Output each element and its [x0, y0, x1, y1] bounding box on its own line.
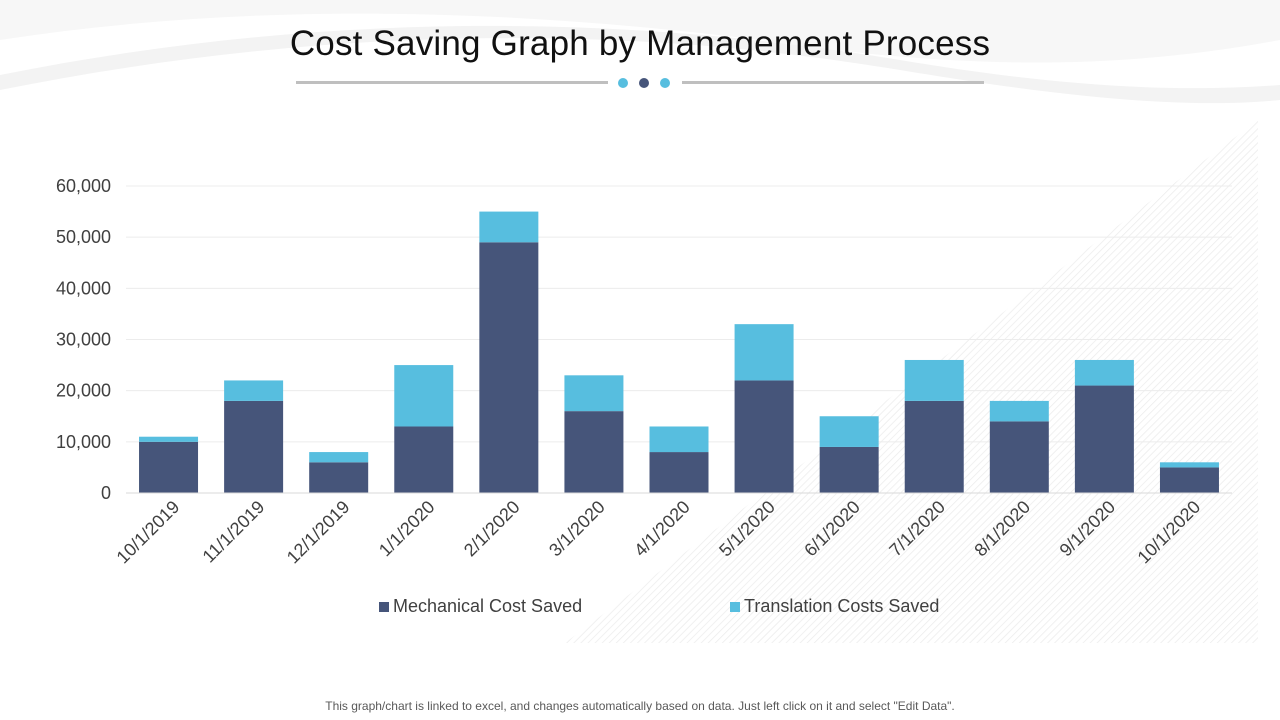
x-tick-label: 9/1/2020 [1056, 497, 1120, 561]
y-tick-label: 0 [101, 483, 111, 503]
bar-mechanical[interactable] [224, 400, 284, 493]
x-tick-label: 6/1/2020 [800, 497, 864, 561]
x-tick-label: 1/1/2020 [375, 497, 439, 561]
y-tick-label: 20,000 [56, 381, 111, 401]
x-tick-label: 8/1/2020 [970, 497, 1034, 561]
bar-translation[interactable] [394, 365, 454, 427]
bar-mechanical[interactable] [989, 421, 1049, 493]
bar-mechanical[interactable] [1159, 467, 1219, 493]
divider-dot-3 [660, 78, 670, 88]
legend-swatch-mechanical [379, 601, 389, 612]
divider-dot-2 [639, 78, 649, 88]
bar-mechanical[interactable] [479, 242, 539, 493]
bar-translation[interactable] [479, 211, 539, 243]
bar-translation[interactable] [734, 324, 794, 381]
gridlines [126, 185, 1232, 443]
bar-mechanical[interactable] [394, 426, 454, 493]
y-tick-label: 10,000 [56, 432, 111, 452]
title-divider-left [296, 81, 608, 84]
bar-translation[interactable] [904, 359, 964, 401]
bar-mechanical[interactable] [564, 411, 624, 493]
bar-translation[interactable] [309, 452, 369, 463]
bar-translation[interactable] [224, 380, 284, 401]
y-tick-label: 60,000 [56, 176, 111, 196]
x-tick-label: 10/1/2020 [1134, 497, 1205, 568]
bar-mechanical[interactable] [139, 441, 199, 493]
x-tick-label: 4/1/2020 [630, 497, 694, 561]
x-tick-label: 3/1/2020 [545, 497, 609, 561]
legend-label-mechanical: Mechanical Cost Saved [393, 596, 583, 616]
page-title: Cost Saving Graph by Management Process [289, 24, 991, 63]
x-tick-label: 11/1/2019 [199, 497, 269, 567]
legend-swatch-translation [730, 601, 740, 612]
divider-dot-1 [618, 78, 628, 88]
y-tick-label: 40,000 [56, 278, 111, 298]
bar-translation[interactable] [649, 426, 709, 453]
x-tick-label: 10/1/2019 [113, 497, 184, 568]
top-swoosh-shape [0, 0, 1280, 63]
bar-mechanical[interactable] [1074, 385, 1134, 493]
bar-translation[interactable] [989, 400, 1049, 422]
swoosh-line [0, 25, 1280, 104]
y-tick-label: 50,000 [56, 227, 111, 247]
bar-mechanical[interactable] [649, 452, 709, 493]
x-tick-label: 12/1/2019 [283, 497, 354, 568]
legend-item-mechanical[interactable]: Mechanical Cost Saved [379, 596, 582, 617]
bar-mechanical[interactable] [819, 446, 879, 493]
bar-translation[interactable] [564, 375, 624, 412]
title-divider-right [682, 81, 984, 84]
x-tick-label: 2/1/2020 [460, 497, 524, 561]
bar-mechanical[interactable] [734, 380, 794, 493]
bar-translation[interactable] [139, 436, 199, 442]
bar-translation[interactable] [1159, 462, 1219, 468]
bar-translation[interactable] [1074, 359, 1134, 386]
bar-mechanical[interactable] [904, 400, 964, 493]
bar-mechanical[interactable] [309, 462, 369, 493]
footnote: This graph/chart is linked to excel, and… [325, 699, 955, 713]
x-axis: 10/1/2019 11/1/2019 12/1/2019 1/1/2020 2/1/2… [113, 492, 1232, 568]
bar-translation[interactable] [819, 416, 879, 447]
y-axis: 0 10,000 20,000 30,000 40,000 50,000 60,000 [56, 176, 111, 503]
legend-label-translation: Translation Costs Saved [744, 596, 940, 616]
legend-item-translation[interactable]: Translation Costs Saved [730, 596, 939, 617]
y-tick-label: 30,000 [56, 330, 111, 350]
bars [139, 211, 1219, 493]
x-tick-label: 5/1/2020 [715, 497, 779, 561]
x-tick-label: 7/1/2020 [885, 497, 949, 561]
